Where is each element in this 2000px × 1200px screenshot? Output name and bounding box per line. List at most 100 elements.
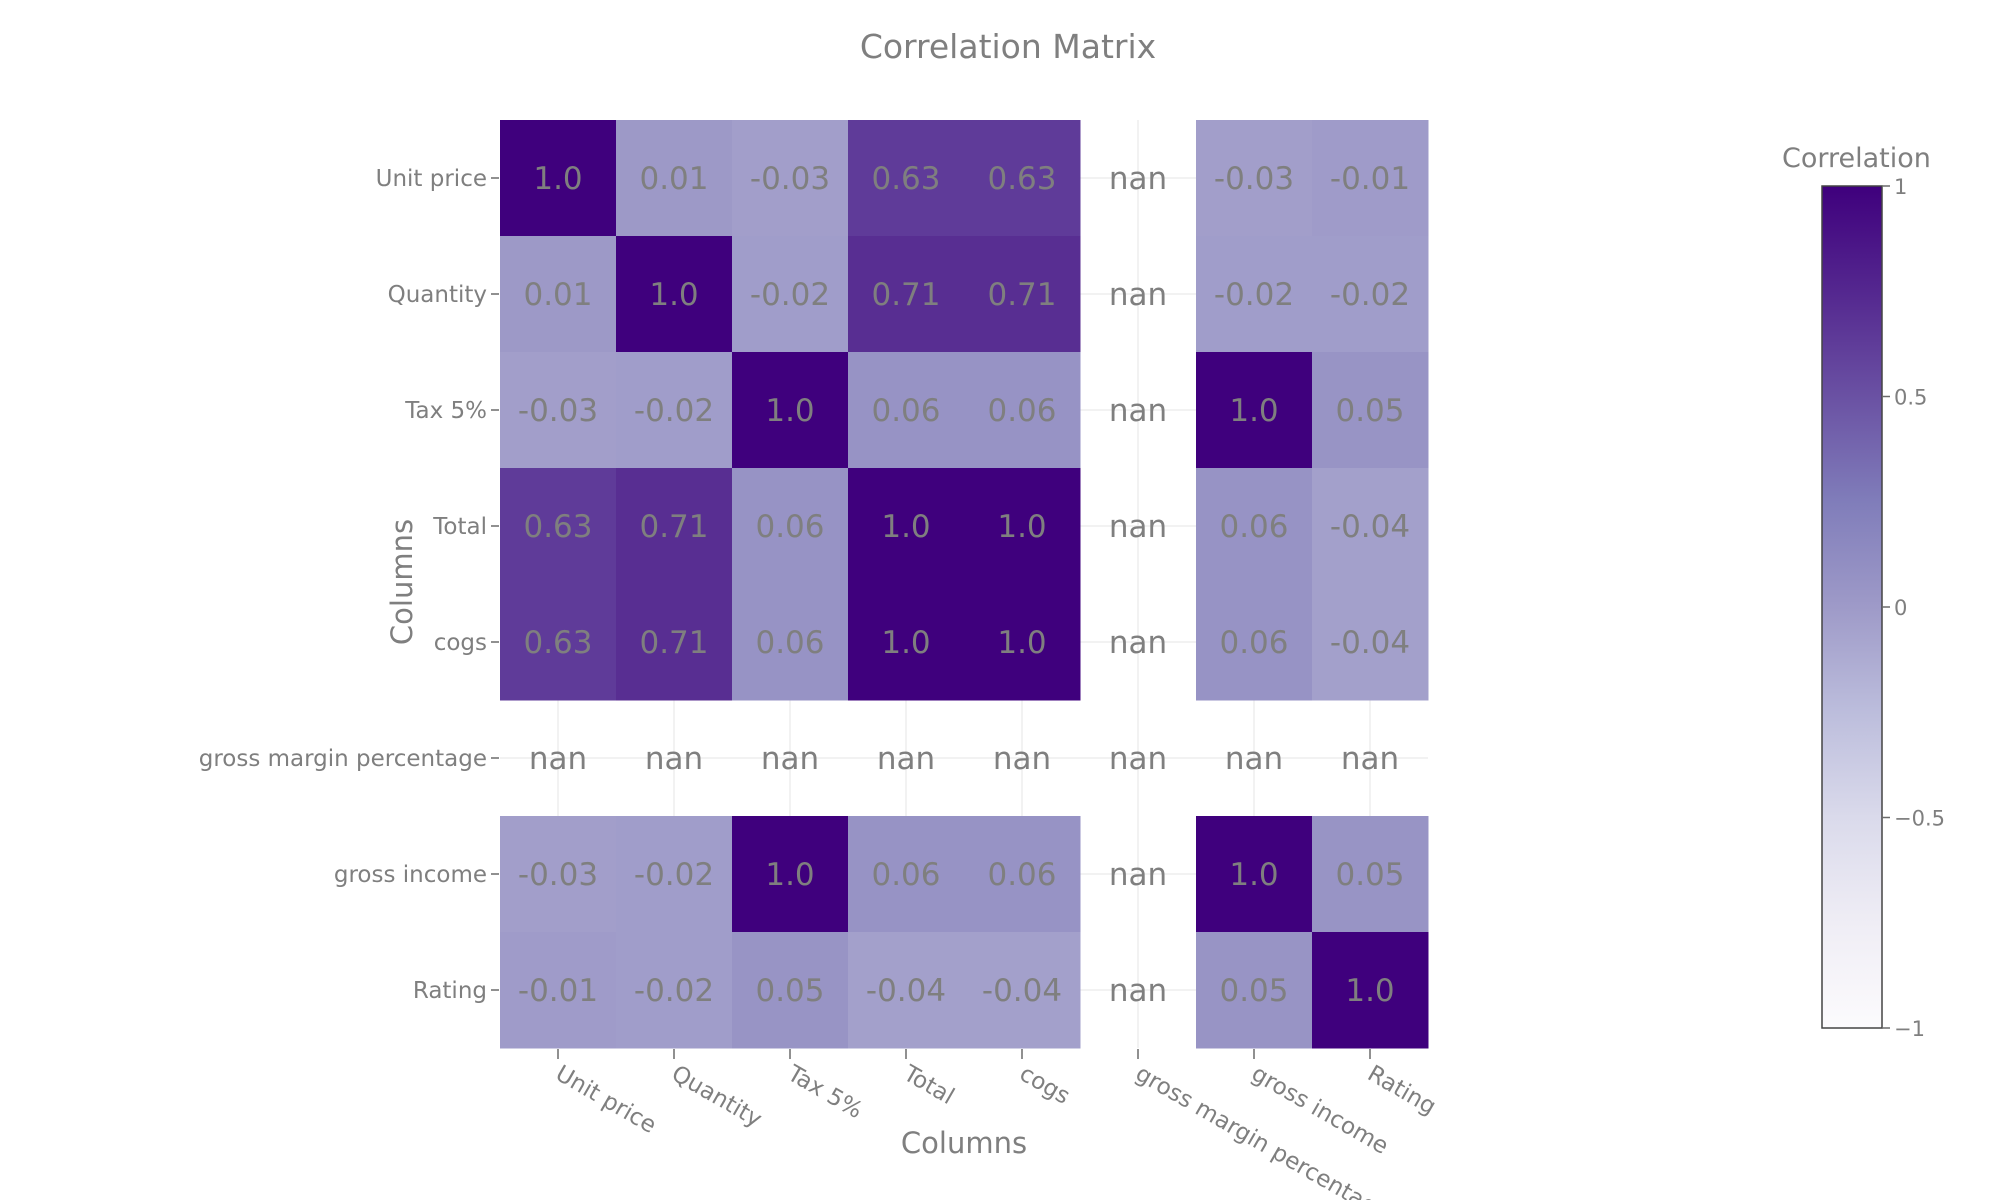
cell-label: 0.71 — [871, 277, 940, 313]
cell-label: -0.01 — [1330, 161, 1410, 197]
heatmap-cell — [500, 120, 617, 237]
cell-label: -0.04 — [1330, 509, 1410, 545]
heatmap-cell — [732, 120, 849, 237]
heatmap-cell — [1312, 468, 1429, 585]
cell-label: 0.06 — [1219, 625, 1288, 661]
heatmap-cell — [732, 584, 849, 701]
heatmap-cell — [616, 468, 733, 585]
heatmap-cell — [848, 120, 965, 237]
cell-label: 0.06 — [755, 625, 824, 661]
y-tick-label: gross income — [334, 862, 487, 888]
heatmap-cell — [848, 352, 965, 469]
cell-label: 1.0 — [997, 625, 1046, 661]
cell-label: nan — [1109, 741, 1167, 777]
cell-label: -0.02 — [634, 973, 714, 1009]
heatmap-cell — [732, 352, 849, 469]
colorbar-gradient — [1821, 185, 1883, 1029]
cell-label: 0.63 — [523, 509, 592, 545]
x-tick-label: Tax 5% — [782, 1060, 867, 1124]
heatmap-cell — [732, 816, 849, 933]
y-tick-label: Unit price — [376, 166, 487, 192]
cell-label: 1.0 — [765, 393, 814, 429]
x-axis-title: Columns — [901, 1126, 1027, 1160]
cell-label: 0.63 — [871, 161, 940, 197]
cell-label: 0.71 — [639, 509, 708, 545]
cell-labels: 1.0 0.01 -0.03 0.63 0.63 nan -0.03 -0.01 0.01 1.0… — [518, 161, 1410, 1009]
heatmap-cell — [848, 584, 965, 701]
y-tick-label: Rating — [413, 978, 487, 1004]
cell-label: 0.06 — [871, 857, 940, 893]
cell-label: nan — [1109, 509, 1167, 545]
colorbar-tick-label: 0 — [1894, 596, 1907, 620]
y-tick-label: gross margin percentage — [199, 746, 487, 772]
heatmap-cell — [1196, 584, 1313, 701]
cell-label: -0.03 — [1214, 161, 1294, 197]
heatmap-cells — [500, 120, 1429, 1049]
cell-label: 0.05 — [1335, 857, 1404, 893]
heatmap-cell — [964, 468, 1081, 585]
cell-label: 0.63 — [987, 161, 1056, 197]
cell-label: 0.01 — [639, 161, 708, 197]
cell-label: nan — [1109, 625, 1167, 661]
colorbar-title: Correlation — [1782, 143, 1931, 174]
heatmap-cell — [848, 236, 965, 353]
x-tick-label: cogs — [1015, 1061, 1074, 1110]
cell-label: -0.02 — [1330, 277, 1410, 313]
cell-label: 1.0 — [765, 857, 814, 893]
heatmap-cell — [964, 236, 1081, 353]
cell-label: nan — [1109, 857, 1167, 893]
y-tick-label: Tax 5% — [404, 398, 487, 424]
cell-label: -0.02 — [1214, 277, 1294, 313]
cell-label: 0.06 — [871, 393, 940, 429]
cell-label: 1.0 — [1345, 973, 1394, 1009]
cell-label: -0.02 — [634, 857, 714, 893]
cell-label: nan — [1109, 161, 1167, 197]
cell-label: 0.05 — [755, 973, 824, 1009]
heatmap-cell — [500, 236, 617, 353]
heatmap-cell — [848, 932, 965, 1049]
heatmap-cell — [616, 120, 733, 237]
heatmap-cell — [500, 584, 617, 701]
cell-label: nan — [1109, 393, 1167, 429]
heatmap-cell — [1196, 120, 1313, 237]
cell-label: nan — [877, 741, 935, 777]
heatmap-cell — [1196, 468, 1313, 585]
x-tick-label: Rating — [1363, 1061, 1440, 1121]
y-tick-label: cogs — [434, 630, 487, 656]
cell-label: 0.71 — [639, 625, 708, 661]
cell-label: -0.03 — [518, 393, 598, 429]
cell-label: nan — [1225, 741, 1283, 777]
heatmap-cell — [1312, 352, 1429, 469]
heatmap-cell — [964, 584, 1081, 701]
cell-label: 0.05 — [1335, 393, 1404, 429]
cell-label: -0.04 — [866, 973, 946, 1009]
heatmap-cell — [964, 352, 1081, 469]
y-axis-title: Columns — [385, 519, 419, 645]
x-tick-label: Unit price — [551, 1061, 660, 1139]
cell-label: -0.04 — [1330, 625, 1410, 661]
heatmap-cell — [964, 120, 1081, 237]
cell-label: 0.05 — [1219, 973, 1288, 1009]
colorbar-tick-label: −0.5 — [1894, 807, 1945, 831]
heatmap-cell — [1312, 120, 1429, 237]
cell-label: nan — [529, 741, 587, 777]
cell-label: 1.0 — [881, 509, 930, 545]
heatmap-cell — [848, 468, 965, 585]
chart-title: Correlation Matrix — [860, 27, 1156, 66]
x-tick-label: Quantity — [667, 1061, 766, 1133]
cell-label: 0.06 — [1219, 509, 1288, 545]
cell-label: 0.06 — [755, 509, 824, 545]
heatmap-cell — [1196, 236, 1313, 353]
heatmap-cell — [616, 236, 733, 353]
heatmap-cell — [1312, 236, 1429, 353]
cell-label: 1.0 — [1229, 857, 1278, 893]
heatmap-cell — [616, 816, 733, 933]
heatmap-cell — [732, 236, 849, 353]
cell-label: nan — [645, 741, 703, 777]
colorbar-tick-label: 0.5 — [1894, 386, 1927, 410]
cell-label: nan — [761, 741, 819, 777]
heatmap-cell — [1312, 932, 1429, 1049]
cell-label: nan — [993, 741, 1051, 777]
cell-label: nan — [1341, 741, 1399, 777]
